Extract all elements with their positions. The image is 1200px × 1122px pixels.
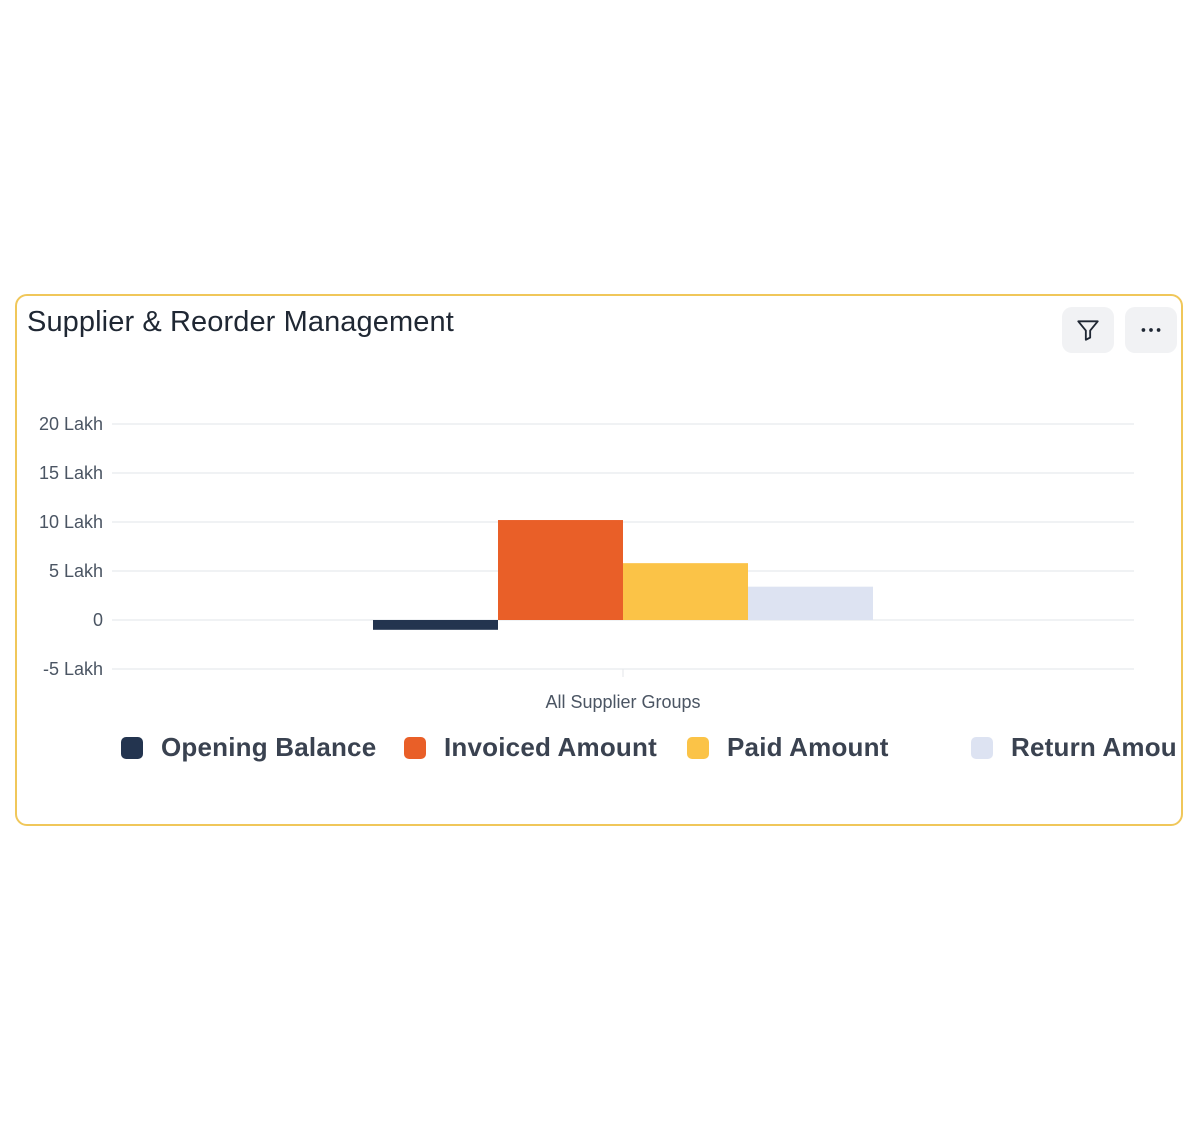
- legend-item[interactable]: Opening Balance: [121, 732, 376, 763]
- bar-chart: 20 Lakh 15 Lakh 10 Lakh 5 Lakh 0 -5 Lakh All S…: [39, 414, 1134, 712]
- x-category-label: All Supplier Groups: [545, 692, 700, 712]
- bar-invoiced-amount: [498, 520, 623, 620]
- y-tick-label: 20 Lakh: [39, 414, 103, 434]
- bar-paid-amount: [623, 563, 748, 620]
- legend-label: Invoiced Amount: [444, 732, 657, 762]
- filter-button[interactable]: [1062, 307, 1114, 353]
- y-tick-label: 15 Lakh: [39, 463, 103, 483]
- y-tick-label: -5 Lakh: [43, 659, 103, 679]
- legend-label: Opening Balance: [161, 732, 377, 762]
- chart-card: Supplier & Reorder Management 20 Lakh 15 …: [15, 294, 1183, 826]
- y-tick-label: 5 Lakh: [49, 561, 103, 581]
- legend-swatch: [404, 736, 426, 759]
- legend-swatch: [121, 736, 143, 759]
- legend-label: Paid Amount: [727, 732, 889, 762]
- more-options-button[interactable]: [1125, 307, 1177, 353]
- y-tick-label: 10 Lakh: [39, 512, 103, 532]
- card-title: Supplier & Reorder Management: [27, 306, 454, 338]
- y-tick-label: 0: [93, 610, 103, 630]
- legend-item[interactable]: Invoiced Amount: [404, 732, 657, 763]
- legend-label: Return Amou: [1011, 732, 1177, 762]
- more-horizontal-icon: [1141, 328, 1161, 332]
- legend-item[interactable]: Paid Amount: [687, 732, 889, 763]
- bar-return-amou: [748, 586, 873, 620]
- legend-item[interactable]: Return Amou: [971, 732, 1177, 763]
- bar-opening-balance: [373, 620, 498, 630]
- legend-swatch: [971, 736, 993, 759]
- chart-legend: Opening Balance Invoiced Amount Paid Amoun…: [17, 732, 1181, 772]
- legend-swatch: [687, 736, 709, 759]
- filter-funnel-icon: [1077, 320, 1099, 341]
